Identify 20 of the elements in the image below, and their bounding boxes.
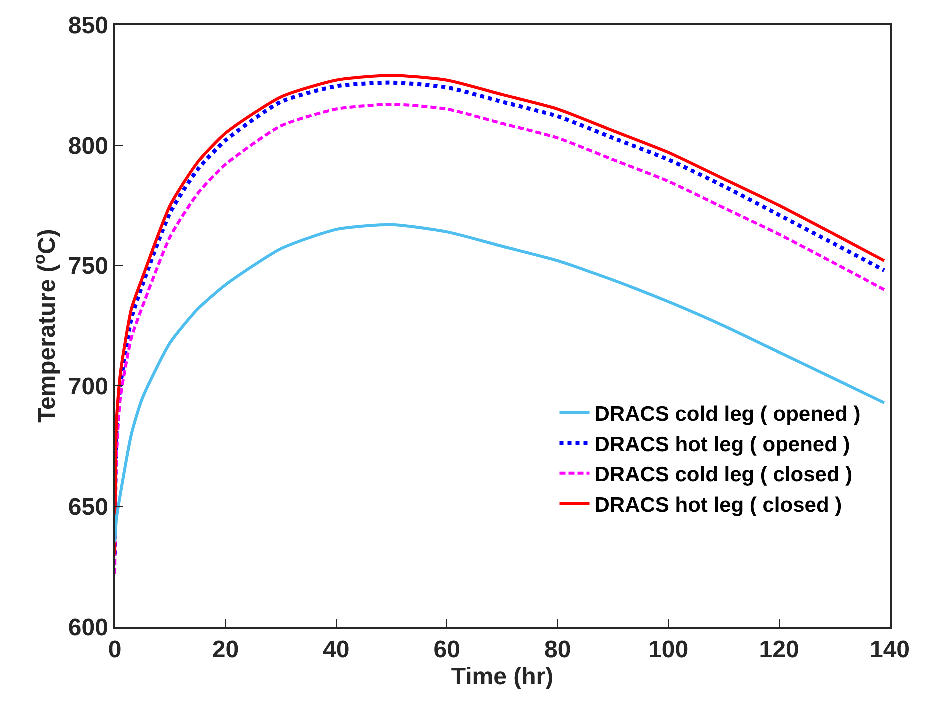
- legend-label: DRACS hot leg ( closed ): [594, 494, 842, 517]
- x-tick-label: 20: [212, 636, 240, 664]
- x-tick-label: 140: [870, 636, 910, 664]
- x-tick-label: 100: [648, 636, 689, 664]
- x-tick-label: 120: [759, 636, 800, 664]
- legend-label: DRACS hot leg ( opened ): [594, 433, 850, 456]
- x-axis-title: Time (hr): [451, 664, 554, 691]
- x-tick-label: 40: [323, 636, 350, 664]
- y-tick-label: 750: [68, 253, 108, 280]
- y-tick-label: 600: [68, 614, 108, 642]
- line-series: [115, 223, 886, 544]
- y-tick-label: 800: [68, 132, 108, 160]
- y-tick-label: 850: [68, 12, 108, 40]
- legend-label: DRACS cold leg ( opened ): [594, 403, 861, 426]
- legend-label: DRACS cold leg ( closed ): [594, 464, 853, 487]
- y-tick-label: 700: [68, 374, 108, 401]
- x-tick-label: 60: [434, 636, 460, 664]
- x-tick-label: 0: [108, 636, 122, 664]
- y-tick-label: 650: [68, 494, 108, 521]
- x-tick-label: 80: [544, 636, 572, 664]
